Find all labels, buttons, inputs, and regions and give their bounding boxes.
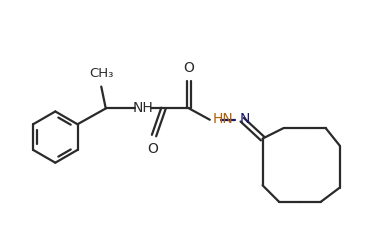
Text: HN: HN bbox=[212, 112, 233, 126]
Text: CH₃: CH₃ bbox=[89, 67, 113, 80]
Text: O: O bbox=[147, 142, 158, 156]
Text: N: N bbox=[239, 112, 249, 126]
Text: O: O bbox=[184, 61, 194, 75]
Text: NH: NH bbox=[133, 101, 154, 115]
